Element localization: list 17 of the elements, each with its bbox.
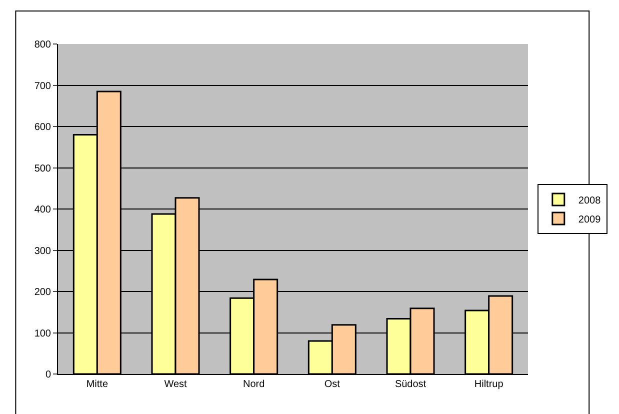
y-tick-label: 300 bbox=[34, 246, 52, 257]
x-tick-label: Ost bbox=[324, 379, 340, 390]
y-tick-label: 200 bbox=[34, 287, 52, 298]
y-tick-label: 100 bbox=[34, 328, 52, 340]
x-tick-label: Südost bbox=[394, 379, 426, 390]
y-tick-label: 500 bbox=[34, 163, 52, 174]
y-tick-label: 800 bbox=[34, 40, 52, 50]
y-tick-label: 600 bbox=[34, 122, 52, 133]
x-tick-label: Mitte bbox=[86, 379, 108, 390]
x-tick-label: West bbox=[164, 379, 188, 390]
y-tick-label: 0 bbox=[45, 370, 52, 380]
y-tick-label: 400 bbox=[34, 204, 52, 216]
y-tick-label: 700 bbox=[34, 80, 52, 92]
legend-label: 2008 bbox=[578, 195, 602, 206]
x-tick-label: Nord bbox=[242, 379, 265, 390]
legend-label: 2009 bbox=[578, 214, 602, 226]
x-tick-label: Hiltrup bbox=[474, 379, 504, 390]
